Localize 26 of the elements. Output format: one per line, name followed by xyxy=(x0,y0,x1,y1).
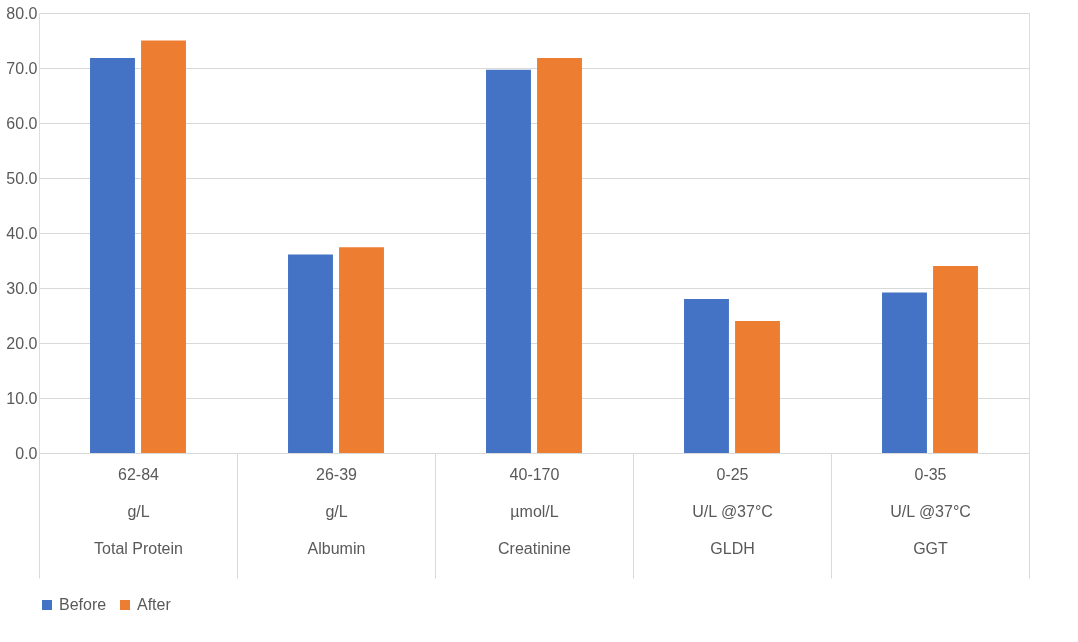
y-tick-label: 20.0 xyxy=(6,334,38,352)
bar xyxy=(141,40,186,453)
y-tick-label: 80.0 xyxy=(6,4,38,22)
y-tick-label: 10.0 xyxy=(6,389,38,407)
bar xyxy=(933,266,978,453)
legend-label: Before xyxy=(59,596,107,613)
bar xyxy=(90,58,135,453)
bar xyxy=(486,69,531,453)
legend-label: After xyxy=(137,596,172,613)
category-label: 62-84 g/L Total Protein xyxy=(94,465,183,557)
y-tick-label: 60.0 xyxy=(6,114,38,132)
bar xyxy=(684,299,729,453)
bar xyxy=(339,247,384,453)
bar xyxy=(735,321,780,453)
y-tick-label: 40.0 xyxy=(6,224,38,242)
y-tick-label: 0.0 xyxy=(15,444,38,462)
category-label: 0-25 U/L @37°C GLDH xyxy=(692,465,773,557)
y-tick-label: 50.0 xyxy=(6,169,38,187)
y-tick-label: 30.0 xyxy=(6,279,38,297)
bar xyxy=(288,254,333,453)
y-tick-label: 70.0 xyxy=(6,59,38,77)
bar xyxy=(882,292,927,453)
category-label: 26-39 g/L Albumin xyxy=(307,465,366,557)
category-label: 40-170 µmol/L Creatinine xyxy=(498,465,571,557)
category-label: 0-35 U/L @37°C GGT xyxy=(890,465,971,557)
bar xyxy=(537,58,582,453)
